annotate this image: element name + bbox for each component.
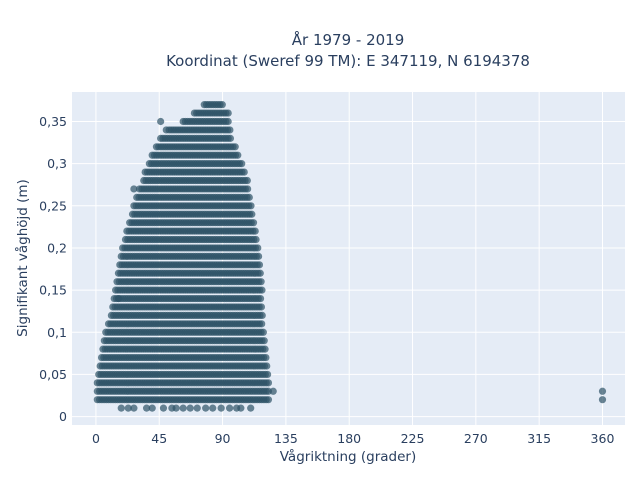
data-point: [254, 244, 262, 252]
data-point: [179, 404, 187, 412]
data-point: [248, 210, 256, 218]
x-axis-title: Vågriktning (grader): [280, 448, 417, 465]
data-point: [237, 404, 245, 412]
x-tick-label: 90: [215, 431, 231, 446]
y-tick-label: 0: [59, 409, 67, 424]
x-tick-label: 0: [92, 431, 100, 446]
data-point: [162, 126, 170, 134]
data-point: [247, 202, 255, 210]
chart-title-line-1: År 1979 - 2019: [292, 30, 405, 49]
x-tick-label: 315: [527, 431, 551, 446]
x-tick-label: 225: [401, 431, 425, 446]
data-point: [263, 370, 272, 379]
data-point: [224, 117, 232, 126]
data-point: [172, 404, 180, 412]
data-point: [264, 379, 273, 387]
data-point: [159, 404, 168, 412]
chart-title-line-2: Koordinat (Sweref 99 TM): E 347119, N 61…: [166, 52, 530, 70]
data-point: [257, 278, 265, 286]
data-point: [264, 396, 273, 404]
x-tick-label: 135: [274, 431, 298, 446]
data-point: [256, 269, 264, 277]
data-point: [226, 404, 234, 412]
data-point: [256, 294, 265, 303]
y-tick-label: 0,15: [39, 283, 67, 298]
data-points: [93, 101, 607, 412]
data-point: [249, 219, 258, 227]
data-point: [124, 404, 132, 412]
x-tick-label: 180: [337, 431, 361, 446]
y-tick-label: 0,05: [39, 367, 67, 382]
data-point: [258, 286, 266, 294]
y-tick-label: 0,3: [47, 156, 67, 171]
y-axis-title: Signifikant våghöjd (m): [14, 179, 31, 337]
data-point: [142, 404, 151, 412]
data-point: [245, 193, 253, 201]
data-point: [186, 404, 194, 412]
data-point: [252, 235, 260, 244]
data-point: [258, 320, 266, 328]
data-point: [244, 185, 252, 193]
y-tick-label: 0,35: [39, 114, 67, 129]
data-point: [247, 404, 255, 412]
data-point: [148, 404, 156, 412]
y-tick-label: 0,1: [47, 325, 67, 340]
data-point: [157, 117, 165, 126]
data-point: [202, 404, 210, 412]
data-point: [114, 294, 123, 303]
x-tick-label: 360: [591, 431, 615, 446]
data-point: [226, 134, 235, 142]
data-point: [231, 143, 239, 151]
data-point: [209, 404, 217, 412]
data-point: [193, 404, 201, 412]
data-point: [251, 227, 259, 235]
data-point: [234, 151, 242, 159]
y-tick-label: 0,25: [39, 198, 67, 213]
data-point: [258, 311, 266, 320]
data-point: [117, 404, 125, 412]
y-tick-label: 0,2: [47, 240, 67, 255]
data-point: [257, 303, 265, 311]
data-point: [240, 168, 248, 176]
data-point: [224, 109, 232, 117]
x-tick-label: 270: [464, 431, 488, 446]
x-tick-label: 45: [151, 431, 167, 446]
data-point: [261, 345, 269, 353]
data-point: [269, 387, 277, 395]
data-point: [238, 160, 246, 168]
data-point: [218, 101, 226, 109]
data-point: [254, 252, 263, 260]
data-point: [262, 353, 270, 362]
data-point: [130, 185, 138, 193]
data-point: [130, 404, 138, 412]
y-tick-labels: 0 0,05 0,1 0,15 0,2 0,25 0,3 0,35: [39, 114, 67, 424]
data-point: [255, 261, 264, 269]
data-point: [598, 387, 607, 395]
data-point: [226, 126, 234, 134]
data-point: [217, 404, 225, 412]
data-point: [598, 396, 607, 404]
data-point: [260, 337, 268, 345]
data-point: [243, 176, 251, 185]
x-tick-labels: 0 45 90 135 180 225 270 315 360: [92, 431, 615, 446]
data-point: [263, 362, 271, 370]
data-point: [259, 328, 267, 336]
